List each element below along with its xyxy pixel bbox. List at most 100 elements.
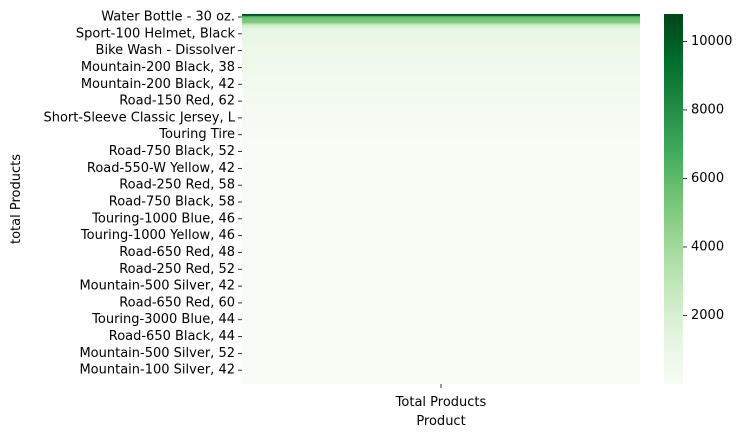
heatmap-cell bbox=[242, 43, 640, 45]
heatmap-cell bbox=[242, 120, 640, 122]
heatmap-cell bbox=[242, 170, 640, 172]
heatmap-cell bbox=[242, 124, 640, 126]
heatmap-cell bbox=[242, 15, 640, 17]
heatmap-cell bbox=[242, 308, 640, 311]
heatmap-cell bbox=[242, 85, 640, 87]
heatmap-cell bbox=[242, 229, 640, 232]
heatmap-cell bbox=[242, 291, 640, 294]
heatmap-cell bbox=[242, 116, 640, 119]
y-tick-label: Road-650 Black, 44 bbox=[109, 329, 235, 344]
heatmap-cell bbox=[242, 194, 640, 196]
heatmap-cell bbox=[242, 212, 640, 215]
heatmap-cell bbox=[242, 49, 640, 51]
heatmap-cell bbox=[242, 114, 640, 116]
heatmap-cell bbox=[242, 30, 640, 32]
heatmap-cell bbox=[242, 358, 640, 360]
heatmap-cell bbox=[242, 354, 640, 356]
heatmap-cell bbox=[242, 53, 640, 55]
heatmap-cell bbox=[242, 37, 640, 40]
heatmap-cell bbox=[242, 151, 640, 153]
x-axis-label: Product bbox=[416, 414, 465, 429]
heatmap-cell bbox=[242, 48, 640, 50]
heatmap-cell bbox=[242, 333, 640, 335]
heatmap-cell bbox=[242, 50, 640, 52]
heatmap-cell bbox=[242, 246, 640, 248]
heatmap-cell bbox=[242, 211, 640, 213]
heatmap-cell bbox=[242, 210, 640, 212]
heatmap-cell bbox=[242, 108, 640, 110]
heatmap-cell bbox=[242, 341, 640, 343]
heatmap-cell bbox=[242, 318, 640, 320]
heatmap-cell bbox=[242, 82, 640, 85]
heatmap-cell bbox=[242, 281, 640, 283]
heatmap-cell bbox=[242, 118, 640, 120]
heatmap-cell bbox=[242, 107, 640, 109]
heatmap-cell bbox=[242, 329, 640, 331]
heatmap-cell bbox=[242, 346, 640, 348]
heatmap-cell bbox=[242, 19, 640, 21]
heatmap-cell bbox=[242, 305, 640, 307]
heatmap-cell bbox=[242, 116, 640, 118]
heatmap-cell bbox=[242, 120, 640, 122]
heatmap-cell bbox=[242, 256, 640, 258]
heatmap-cell bbox=[242, 20, 640, 23]
heatmap-cell bbox=[242, 175, 640, 177]
heatmap-cell bbox=[242, 263, 640, 265]
heatmap-cell bbox=[242, 355, 640, 357]
heatmap-cell bbox=[242, 254, 640, 256]
heatmap-cell bbox=[242, 274, 640, 276]
heatmap-cell bbox=[242, 161, 640, 163]
heatmap-cell bbox=[242, 360, 640, 362]
heatmap-cell bbox=[242, 247, 640, 249]
heatmap-cell bbox=[242, 106, 640, 109]
heatmap-cell bbox=[242, 74, 640, 76]
heatmap-cell bbox=[242, 156, 640, 158]
heatmap-cell bbox=[242, 317, 640, 319]
heatmap-cell bbox=[242, 105, 640, 107]
heatmap-cell bbox=[242, 361, 640, 363]
heatmap-cell bbox=[242, 66, 640, 68]
heatmap-cell bbox=[242, 89, 640, 91]
heatmap-cell bbox=[242, 127, 640, 129]
heatmap-cell bbox=[242, 117, 640, 119]
heatmap-cell bbox=[242, 319, 640, 321]
heatmap-cell bbox=[242, 239, 640, 241]
heatmap-cell bbox=[242, 35, 640, 37]
heatmap-cell bbox=[242, 326, 640, 328]
heatmap-cell bbox=[242, 322, 640, 324]
heatmap-cell bbox=[242, 197, 640, 199]
heatmap-cell bbox=[242, 261, 640, 263]
heatmap-cell bbox=[242, 157, 640, 159]
heatmap-cell bbox=[242, 167, 640, 169]
heatmap-cell bbox=[242, 207, 640, 209]
heatmap-cell bbox=[242, 147, 640, 150]
heatmap-cell bbox=[242, 77, 640, 79]
heatmap-cell bbox=[242, 113, 640, 115]
heatmap-cell bbox=[242, 245, 640, 247]
heatmap-cell bbox=[242, 336, 640, 338]
heatmap-cell bbox=[242, 334, 640, 336]
heatmap-cell bbox=[242, 48, 640, 50]
heatmap-cell bbox=[242, 335, 640, 337]
heatmap-cell bbox=[242, 29, 640, 31]
heatmap-cell bbox=[242, 264, 640, 266]
heatmap-cell bbox=[242, 184, 640, 186]
heatmap-cell bbox=[242, 98, 640, 100]
heatmap-cell bbox=[242, 189, 640, 191]
heatmap-cell bbox=[242, 71, 640, 73]
heatmap-cell bbox=[242, 310, 640, 312]
heatmap-cell bbox=[242, 220, 640, 222]
heatmap-cell bbox=[242, 130, 640, 132]
heatmap-cell bbox=[242, 269, 640, 271]
heatmap-cell bbox=[242, 199, 640, 201]
heatmap-cell bbox=[242, 149, 640, 151]
heatmap-cell bbox=[242, 265, 640, 267]
heatmap-cell bbox=[242, 123, 640, 125]
heatmap-cell bbox=[242, 224, 640, 226]
heatmap-cell bbox=[242, 258, 640, 260]
heatmap-cell bbox=[242, 373, 640, 375]
heatmap-cell bbox=[242, 219, 640, 221]
heatmap-cell bbox=[242, 284, 640, 286]
heatmap-cell bbox=[242, 225, 640, 227]
y-tick-label: Mountain-500 Silver, 52 bbox=[79, 346, 235, 361]
